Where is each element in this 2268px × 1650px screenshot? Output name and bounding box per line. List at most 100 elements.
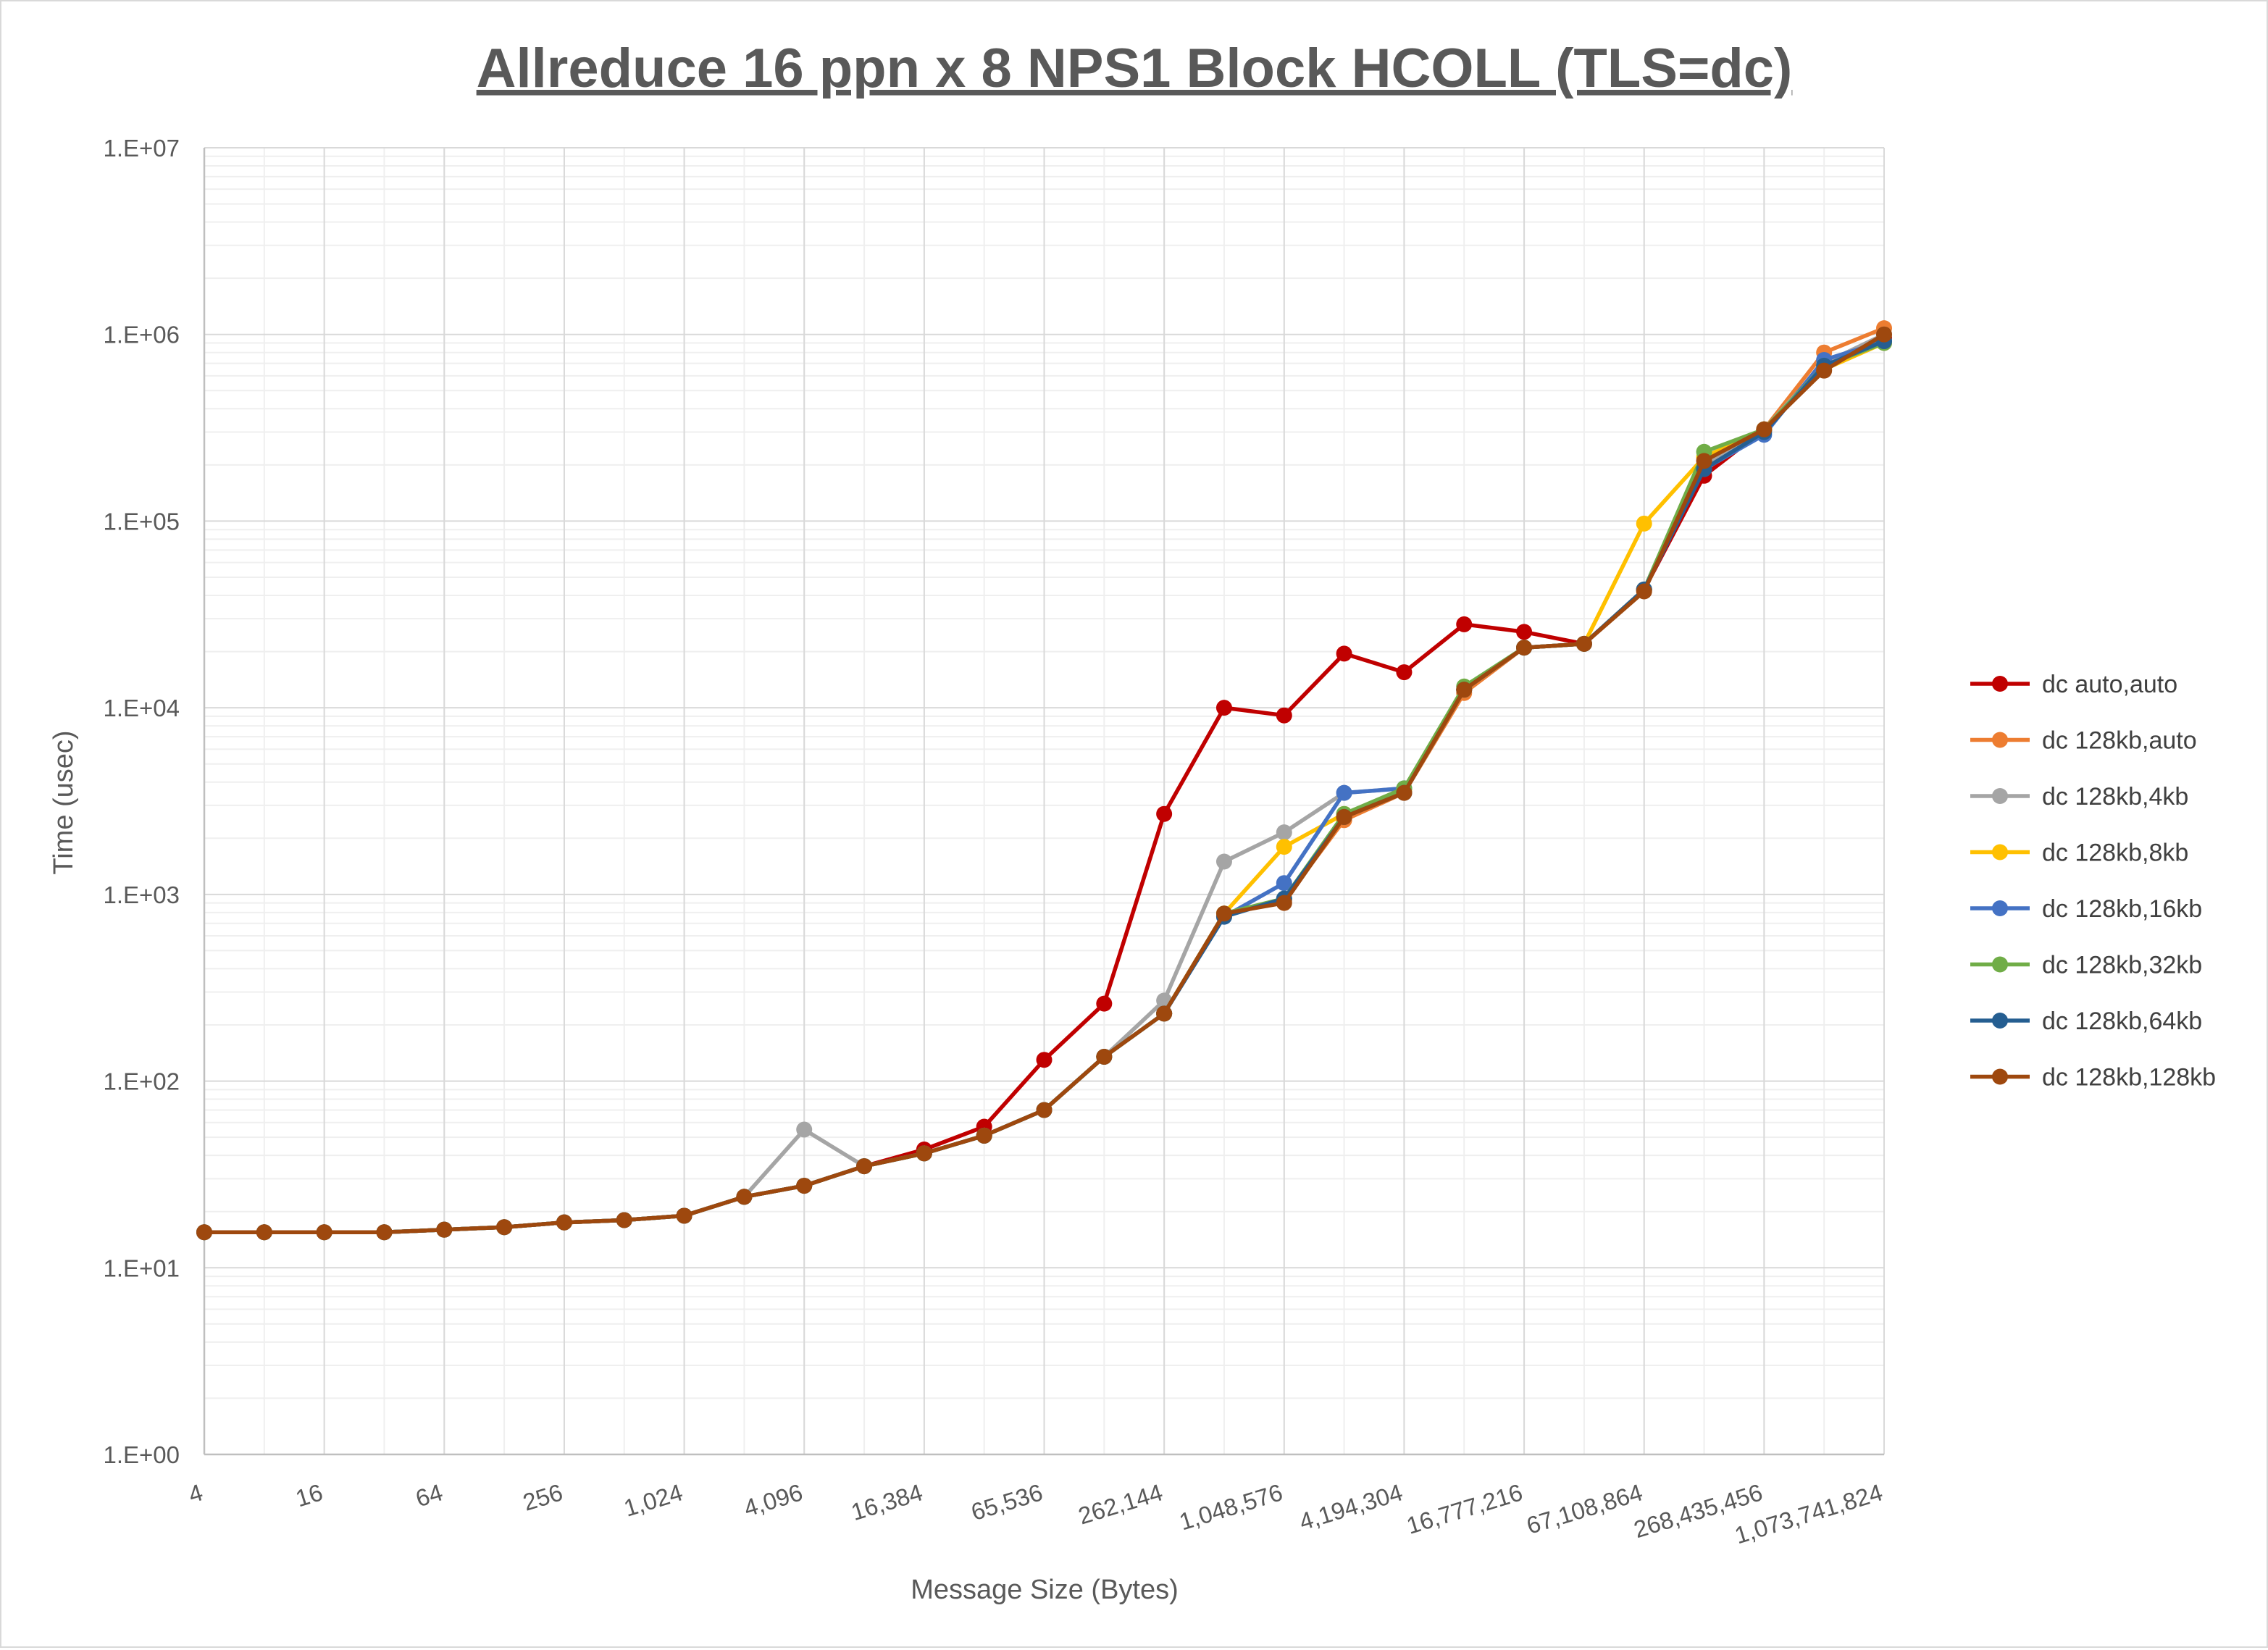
data-point — [1576, 635, 1592, 652]
y-tick-label: 1.E+05 — [103, 508, 180, 535]
data-point — [1516, 624, 1533, 640]
data-point — [1156, 1005, 1173, 1022]
data-point — [1096, 995, 1113, 1012]
data-point — [856, 1158, 873, 1175]
chart-title: Allreduce 16 ppn x 8 NPS1 Block HCOLL (T… — [477, 38, 1793, 99]
y-tick-label: 1.E+01 — [103, 1255, 180, 1281]
y-tick-label: 1.E+03 — [103, 881, 180, 908]
legend-item: dc 128kb,4kb — [1970, 783, 2188, 811]
data-point — [1756, 421, 1773, 437]
legend-marker — [1992, 900, 2008, 916]
data-point — [1456, 682, 1473, 698]
x-tick-label: 16,384 — [848, 1478, 926, 1525]
legend-marker — [1992, 956, 2008, 973]
legend-marker — [1992, 788, 2008, 804]
x-axis-title: Message Size (Bytes) — [911, 1575, 1179, 1605]
data-point — [376, 1224, 393, 1241]
data-point — [256, 1224, 272, 1241]
legend-item: dc 128kb,32kb — [1970, 952, 2202, 979]
data-point — [1276, 839, 1292, 855]
legend-item: dc 128kb,16kb — [1970, 895, 2202, 923]
x-tick-label: 65,536 — [968, 1478, 1045, 1525]
y-tick-label: 1.E+02 — [103, 1068, 180, 1095]
x-tick-label: 67,108,864 — [1523, 1478, 1646, 1539]
legend-label: dc 128kb,64kb — [2042, 1008, 2202, 1035]
data-point — [1276, 707, 1292, 724]
data-point — [436, 1221, 453, 1238]
x-tick-label: 4,096 — [740, 1478, 805, 1522]
data-point — [1036, 1102, 1053, 1118]
legend-label: dc 128kb,32kb — [2042, 952, 2202, 979]
data-point — [496, 1219, 513, 1236]
data-point — [1276, 824, 1292, 841]
y-tick-label: 1.E+00 — [103, 1441, 180, 1468]
legend-marker — [1992, 1068, 2008, 1085]
data-point — [1396, 784, 1413, 801]
data-point — [916, 1145, 932, 1162]
legend-marker — [1992, 1013, 2008, 1029]
data-point — [1396, 664, 1413, 681]
data-point — [316, 1224, 332, 1241]
y-tick-label: 1.E+07 — [103, 135, 180, 162]
data-point — [976, 1127, 992, 1144]
legend-label: dc 128kb,4kb — [2042, 783, 2188, 811]
series-layer — [196, 320, 1892, 1241]
data-point — [1636, 515, 1652, 532]
x-tick-label: 1,048,576 — [1176, 1478, 1286, 1535]
data-point — [1276, 895, 1292, 911]
legend-label: dc 128kb,128kb — [2042, 1064, 2216, 1092]
legend-item: dc 128kb,128kb — [1970, 1064, 2216, 1092]
x-tick-label: 1,024 — [621, 1478, 686, 1522]
data-point — [1156, 805, 1173, 822]
legend-label: dc 128kb,16kb — [2042, 895, 2202, 923]
x-tick-label: 16 — [293, 1478, 326, 1512]
x-tick-label: 64 — [412, 1478, 445, 1512]
data-point — [1215, 700, 1232, 716]
data-point — [796, 1121, 813, 1138]
data-point — [616, 1212, 632, 1228]
grid-layer — [204, 147, 1885, 1455]
data-point — [1215, 853, 1232, 870]
y-axis-title: Time (usec) — [49, 730, 79, 874]
data-point — [1516, 640, 1533, 656]
data-point — [736, 1189, 753, 1205]
legend-marker — [1992, 676, 2008, 692]
x-tick-label: 256 — [520, 1478, 566, 1515]
y-tick-label: 1.E+04 — [103, 695, 180, 721]
data-point — [1876, 326, 1892, 343]
x-tick-label: 262,144 — [1075, 1478, 1166, 1529]
x-tick-label: 4 — [185, 1478, 206, 1508]
legend-label: dc auto,auto — [2042, 671, 2177, 698]
series-dc-128kb-128kb — [196, 326, 1892, 1241]
legend-item: dc 128kb,8kb — [1970, 839, 2188, 867]
data-point — [1816, 362, 1833, 379]
data-point — [556, 1214, 572, 1231]
legend-marker — [1992, 732, 2008, 748]
data-point — [1276, 875, 1292, 892]
y-tick-label: 1.E+06 — [103, 322, 180, 348]
legend: dc auto,auto dc 128kb,auto dc 128kb,4kb dc … — [1970, 671, 2216, 1092]
data-point — [676, 1207, 692, 1224]
data-point — [1336, 808, 1352, 825]
data-point — [1336, 784, 1352, 801]
x-tick-label: 16,777,216 — [1403, 1478, 1526, 1539]
data-point — [196, 1224, 212, 1241]
legend-item: dc 128kb,64kb — [1970, 1008, 2202, 1035]
legend-item: dc 128kb,auto — [1970, 727, 2197, 755]
x-tick-label: 4,194,304 — [1296, 1478, 1405, 1535]
legend-marker — [1992, 844, 2008, 860]
legend-label: dc 128kb,auto — [2042, 727, 2197, 755]
data-point — [1456, 616, 1473, 632]
data-point — [1096, 1048, 1113, 1065]
legend-label: dc 128kb,8kb — [2042, 839, 2188, 867]
data-point — [1636, 583, 1652, 600]
axes-layer: 1.E+00 1.E+01 1.E+02 1.E+03 1.E+04 1.E+05 1.E+… — [103, 135, 1886, 1549]
legend-item: dc auto,auto — [1970, 671, 2177, 698]
data-point — [1215, 905, 1232, 922]
data-point — [1696, 453, 1712, 469]
data-point — [1336, 645, 1352, 662]
data-point — [796, 1178, 813, 1194]
data-point — [1036, 1052, 1053, 1068]
